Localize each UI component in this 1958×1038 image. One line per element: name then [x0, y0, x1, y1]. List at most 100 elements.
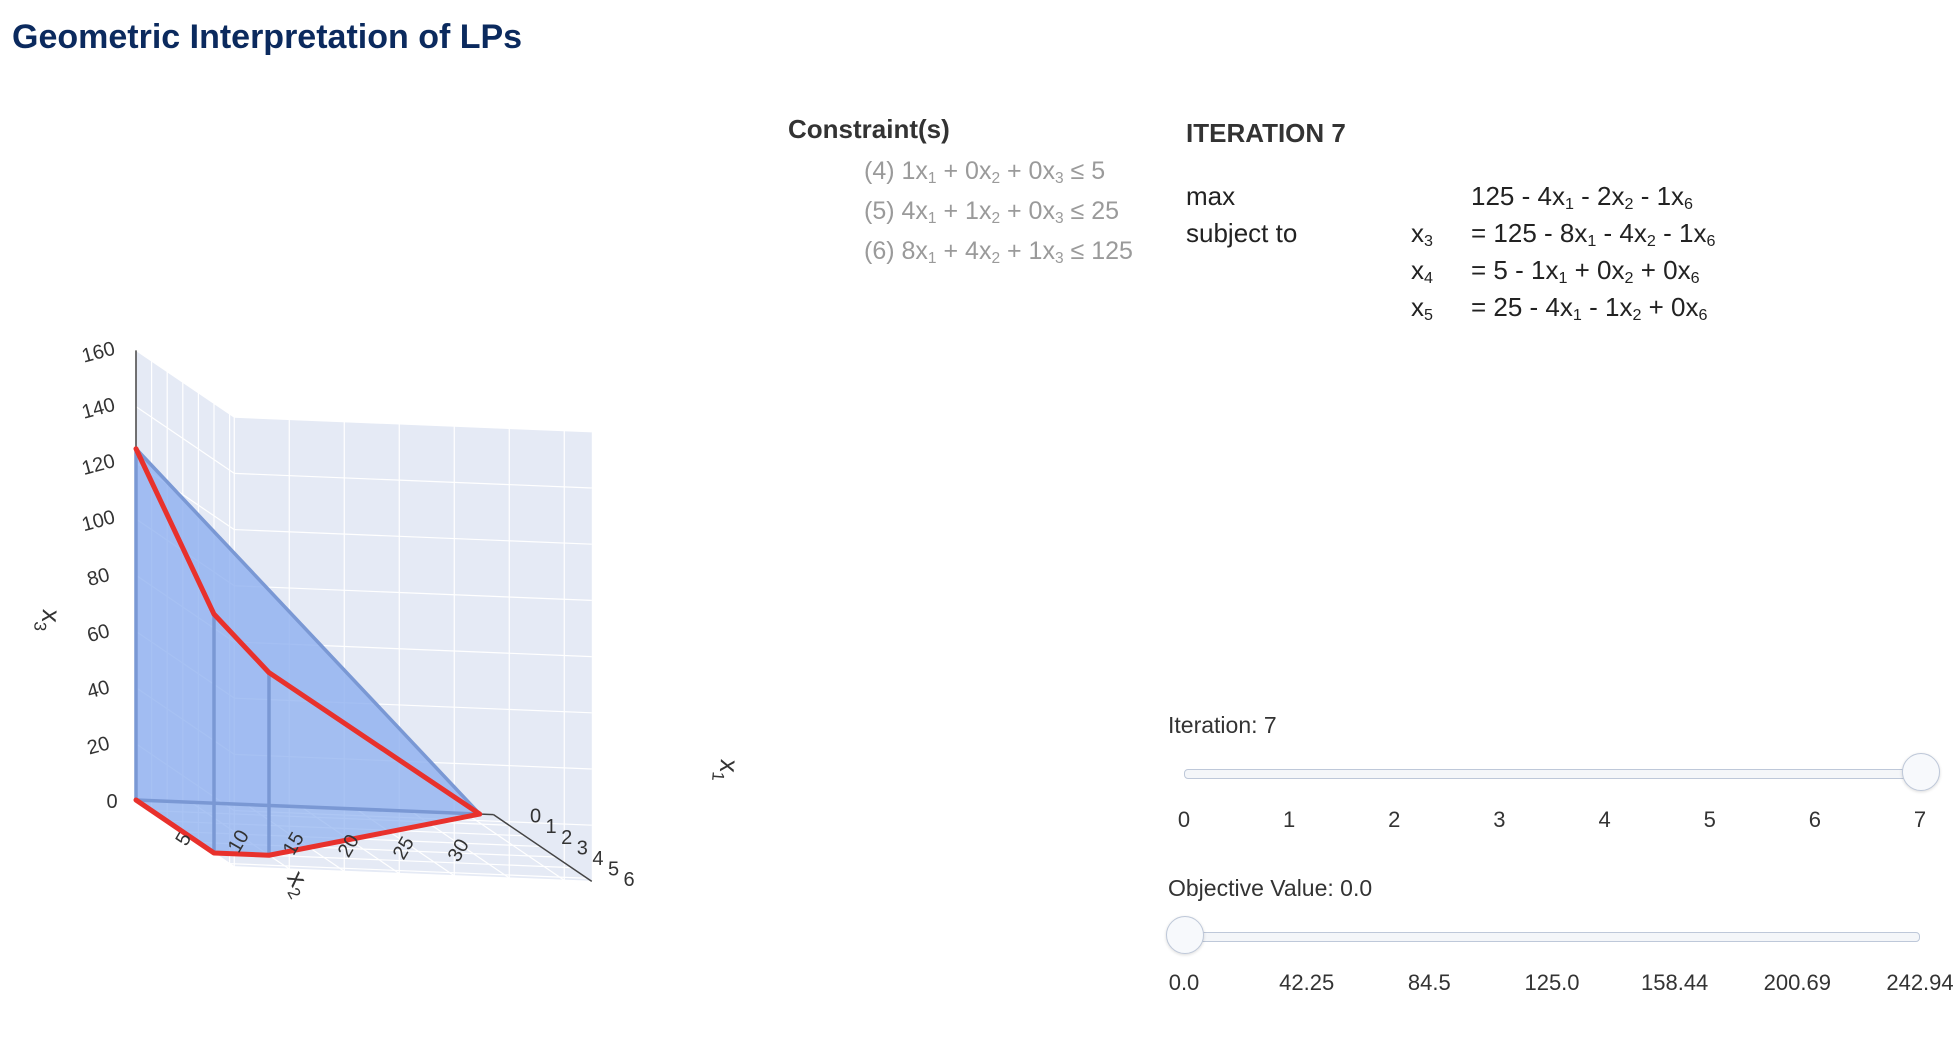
grid-line	[234, 528, 592, 545]
constraint-row: (5) 4x1 + 1x2 + 0x3 ≤ 25	[864, 197, 1120, 227]
variable-x1: x1	[1559, 292, 1582, 325]
objective-line: max 125 - 4x1 - 2x2 - 1x6	[1186, 181, 1806, 218]
variable-x1: x1	[915, 197, 937, 227]
polytope-edge	[135, 798, 480, 816]
x3-tick-label: 140	[79, 394, 117, 424]
slider-tick-label: 0.0	[1168, 970, 1200, 995]
x1-tick-label: 5	[608, 859, 619, 881]
objective-expression: 125 - 4x1 - 2x2 - 1x6	[1471, 181, 1694, 214]
slider-tick-label: 42.25	[1279, 970, 1335, 995]
objective-slider-ticks: 0.0 42.25 84.5 125.0 158.44 200.69 242.94	[1168, 970, 1954, 1000]
grid-line	[234, 585, 592, 602]
slider-tick-label: 242.94	[1886, 970, 1954, 995]
variable-x3: x3	[1411, 218, 1433, 251]
x1-tick-label: 2	[561, 827, 572, 849]
variable-x1: x1	[1551, 181, 1574, 214]
variable-x3: x3	[1042, 197, 1064, 227]
grid-line	[229, 863, 588, 879]
slider-tick-label: 0	[1177, 807, 1191, 832]
slider-tick-label: 84.5	[1407, 970, 1451, 995]
x1-tick-label: 6	[624, 869, 635, 891]
x3-tick-label: 40	[85, 676, 112, 703]
iteration-slider[interactable]: Iteration: 7 0 1 2 3 4 5 6 7	[1168, 712, 1940, 837]
variable-x4: x4	[1411, 255, 1433, 288]
objective-slider-rail[interactable]	[1166, 910, 1938, 962]
polytope-face	[269, 672, 480, 856]
subject-to-label: subject to	[1186, 218, 1298, 248]
grid-line	[135, 406, 235, 474]
simplex-path	[133, 446, 483, 858]
variable-x2: x2	[978, 197, 1001, 227]
polytope-edge	[134, 447, 482, 816]
variable-x6: x6	[1671, 181, 1694, 214]
variable-x3: x3	[1042, 157, 1064, 187]
iteration-slider-rail[interactable]	[1168, 747, 1940, 799]
x1-axis-line	[493, 814, 593, 883]
slider-tick-label: 4	[1598, 807, 1611, 832]
constraints-panel: Constraint(s) (4) 1x1 + 0x2 + 0x3 ≤ 5 (5…	[788, 114, 1168, 271]
variable-x2: x2	[1619, 292, 1642, 325]
objective-slider-track[interactable]	[1184, 932, 1920, 942]
iteration-slider-label: Iteration: 7	[1168, 712, 1277, 738]
iteration-panel: ITERATION 7 max 125 - 4x1 - 2x2 - 1x6 su…	[1186, 118, 1806, 329]
variable-x1: x1	[915, 157, 937, 187]
3d-feasible-region-plot[interactable]: 0 20 40 60 80 100 120 140 160 5 10 15 20 25 30 0 1 2 3 4 5 6 x…	[0, 330, 760, 970]
variable-x6: x6	[1693, 218, 1716, 251]
variable-x2: x2	[1633, 218, 1656, 251]
variable-x2: x2	[978, 157, 1001, 187]
variable-x1: x1	[1545, 255, 1568, 288]
iteration-slider-ticks: 0 1 2 3 4 5 6 7	[1168, 807, 1938, 837]
constraints-list: (4) 1x1 + 0x2 + 0x3 ≤ 5 (5) 4x1 + 1x2 + …	[864, 151, 1168, 271]
grid-line	[234, 472, 592, 489]
polytope-face	[214, 614, 269, 856]
polytope-face	[136, 448, 214, 853]
x1-tick-label: 4	[592, 848, 603, 870]
slider-tick-label: 158.44	[1641, 970, 1709, 995]
row-expression: = 25 - 4x1 - 1x2 + 0x6	[1471, 292, 1708, 325]
variable-x1: x1	[915, 237, 937, 267]
slider-tick-label: 5	[1703, 807, 1716, 832]
objective-slider-handle[interactable]	[1166, 916, 1204, 954]
row-expression: = 5 - 1x1 + 0x2 + 0x6	[1471, 255, 1700, 288]
max-label: max	[1186, 181, 1236, 211]
grid-line	[234, 866, 592, 883]
variable-x3: x3	[1042, 237, 1064, 267]
row-expression: = 125 - 8x1 - 4x2 - 1x6	[1471, 218, 1716, 251]
variable-x2: x2	[1611, 255, 1634, 288]
slider-tick-label: 125.0	[1524, 970, 1580, 995]
iteration-heading: ITERATION 7	[1186, 118, 1346, 148]
slider-tick-label: 200.69	[1763, 970, 1831, 995]
slider-tick-label: 1	[1283, 807, 1296, 832]
x3-tick-label: 60	[85, 620, 112, 647]
constraints-heading: Constraint(s)	[788, 114, 950, 144]
variable-x6: x6	[1685, 292, 1708, 325]
basic-variable: x5	[1411, 292, 1433, 323]
variable-x1: x1	[1574, 218, 1597, 251]
x3-tick-label: 20	[85, 732, 112, 759]
variable-x2: x2	[978, 237, 1001, 267]
constraint-row: (4) 1x1 + 0x2 + 0x3 ≤ 5	[864, 157, 1106, 187]
x1-axis-title: x1	[708, 758, 745, 783]
x2-axis-title: x2	[277, 865, 319, 902]
basic-variable: x4	[1411, 255, 1433, 286]
iteration-slider-handle[interactable]	[1902, 753, 1940, 791]
slider-tick-label: 2	[1388, 807, 1401, 832]
slider-tick-label: 3	[1493, 807, 1506, 832]
x1-tick-label: 0	[530, 806, 541, 828]
x3-tick-label: 100	[79, 506, 117, 536]
x3-tick-label: 120	[79, 450, 117, 480]
variable-x2: x2	[1611, 181, 1634, 214]
slider-tick-label: 7	[1913, 807, 1927, 832]
iteration-slider-track[interactable]	[1184, 769, 1920, 779]
grid-line	[135, 349, 235, 418]
dictionary-row: subject to x3 = 125 - 8x1 - 4x2 - 1x6	[1186, 218, 1806, 255]
page-title: Geometric Interpretation of LPs	[12, 18, 523, 56]
x3-tick-label: 0	[106, 791, 117, 813]
basic-variable: x3	[1411, 218, 1433, 249]
objective-slider[interactable]: Objective Value: 0.0 0.0 42.25 84.5 125.0 15…	[1166, 875, 1954, 1000]
dictionary-row: x4 = 5 - 1x1 + 0x2 + 0x6	[1186, 255, 1806, 292]
variable-x5: x5	[1411, 292, 1433, 325]
x1-tick-label: 1	[546, 816, 557, 838]
constraint-row: (6) 8x1 + 4x2 + 1x3 ≤ 125	[864, 237, 1133, 267]
